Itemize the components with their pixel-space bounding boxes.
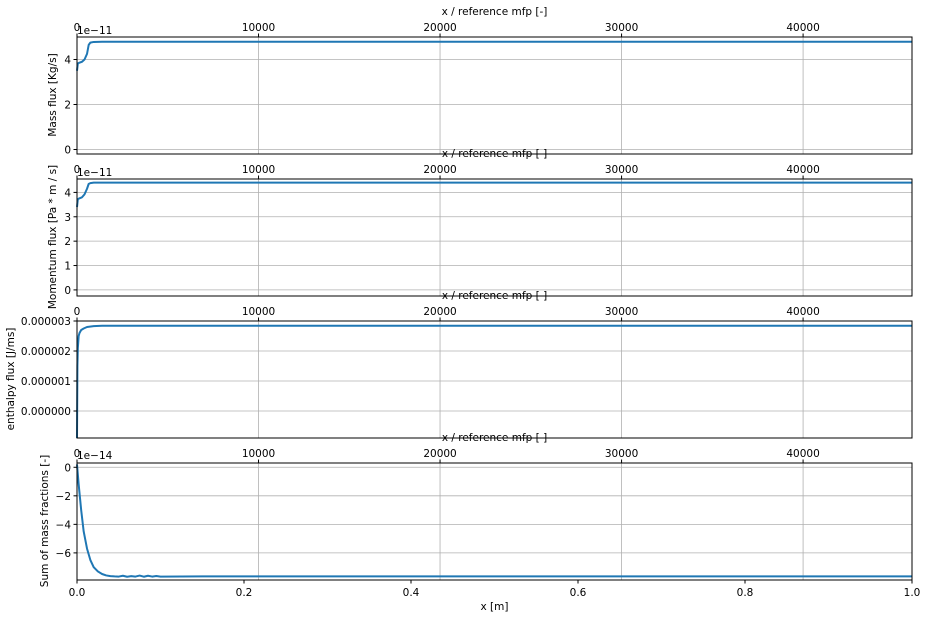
top-tick-label: 30000 [605,164,638,176]
top-tick-label: 10000 [242,164,275,176]
y-tick-label: 1 [64,261,71,273]
top-axis-label: x / reference mfp [ ] [442,432,547,444]
y-tick-label: 3 [64,212,71,224]
x-tick-label: 0.2 [236,587,253,599]
y-tick-label: −6 [56,548,72,560]
top-axis-label: x / reference mfp [ ] [442,148,547,160]
y-tick-label: −4 [56,519,72,531]
offset-text: 1e−14 [77,450,113,462]
y-tick-label: −2 [56,491,71,503]
y-tick-label: 0 [64,145,71,157]
top-tick-label: 0 [74,22,81,34]
top-axis-label: x / reference mfp [ ] [442,290,547,302]
offset-text: 1e−11 [77,25,112,37]
data-series-line [76,40,912,71]
y-tick-label: 4 [64,187,71,199]
top-tick-label: 40000 [786,306,819,318]
x-axis-label: x [m] [481,601,509,613]
plot-frame [76,462,913,581]
data-series-line [76,324,912,439]
y-tick-label: 0 [64,285,71,297]
top-tick-label: 10000 [242,22,275,34]
y-tick-label: 0.000000 [21,406,71,418]
top-tick-label: 0 [74,306,81,318]
top-tick-label: 10000 [242,448,275,460]
momentum-flux-panel: x / reference mfp [ ] 1e−11 Momentum flu… [47,148,913,309]
x-tick-label: 0.6 [570,587,587,599]
top-tick-label: 30000 [605,448,638,460]
x-tick-label: 0.0 [69,587,86,599]
top-tick-label: 30000 [605,22,638,34]
y-tick-label: 2 [64,236,71,248]
top-tick-label: 0 [74,164,81,176]
y-tick-label: 0.000003 [21,316,71,328]
data-series-line [76,181,912,208]
top-tick-label: 20000 [423,448,456,460]
x-tick-label: 1.0 [904,587,921,599]
top-tick-label: 40000 [786,22,819,34]
offset-text: 1e−11 [77,167,112,179]
data-series-line [76,464,912,578]
top-tick-label: 40000 [786,448,819,460]
top-tick-label: 40000 [786,164,819,176]
y-tick-label: 2 [64,100,71,112]
y-tick-label: 0.000001 [21,376,71,388]
y-axis-label: Mass flux [Kg/s] [47,53,59,136]
top-tick-label: 0 [74,448,81,460]
top-tick-label: 10000 [242,306,275,318]
plot-frame [76,178,913,297]
y-axis-label: enthalpy flux [J/ms] [5,328,17,431]
y-axis-label: Momentum flux [Pa * m / s] [47,165,59,309]
y-tick-label: 0 [64,462,71,474]
y-tick-label: 4 [64,55,71,67]
y-axis-label: Sum of mass fractions [-] [39,455,51,587]
mass-flux-panel: x / reference mfp [-] 1e−11 Mass flux [K… [47,6,913,157]
y-tick-label: 0.000002 [21,346,71,358]
x-tick-label: 0.8 [737,587,754,599]
top-tick-label: 20000 [423,306,456,318]
top-tick-label: 20000 [423,164,456,176]
mass-fraction-sum-panel: x / reference mfp [ ] 1e−14 Sum of mass … [39,432,920,613]
plot-frame [76,36,913,155]
x-tick-label: 0.4 [403,587,420,599]
top-axis-label: x / reference mfp [-] [442,6,548,18]
top-tick-label: 30000 [605,306,638,318]
top-tick-label: 20000 [423,22,456,34]
plot-frame [76,320,913,439]
enthalpy-flux-panel: x / reference mfp [ ] enthalpy flux [J/m… [5,290,913,439]
